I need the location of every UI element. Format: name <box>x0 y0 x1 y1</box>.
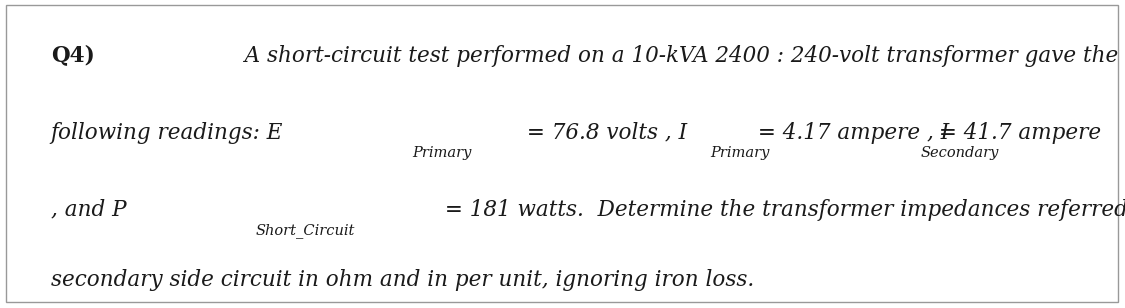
Text: following readings: E: following readings: E <box>51 122 284 144</box>
Text: A short-circuit test performed on a 10-kVA 2400 : 240-volt transformer gave the: A short-circuit test performed on a 10-k… <box>224 45 1118 67</box>
Text: Primary: Primary <box>710 146 770 160</box>
Text: Primary: Primary <box>413 146 471 160</box>
Text: = 181 watts.  Determine the transformer impedances referred to the: = 181 watts. Determine the transformer i… <box>438 199 1125 221</box>
Text: Q4): Q4) <box>51 45 94 67</box>
Text: Secondary: Secondary <box>920 146 999 160</box>
Text: Short_Circuit: Short_Circuit <box>255 223 354 238</box>
Text: secondary side circuit in ohm and in per unit, ignoring iron loss.: secondary side circuit in ohm and in per… <box>51 270 754 291</box>
Text: = 76.8 volts , I: = 76.8 volts , I <box>520 122 686 144</box>
Text: = 4.17 ampere , I: = 4.17 ampere , I <box>750 122 948 144</box>
Text: = 41.7 ampere: = 41.7 ampere <box>933 122 1101 144</box>
Text: , and P: , and P <box>51 199 126 221</box>
